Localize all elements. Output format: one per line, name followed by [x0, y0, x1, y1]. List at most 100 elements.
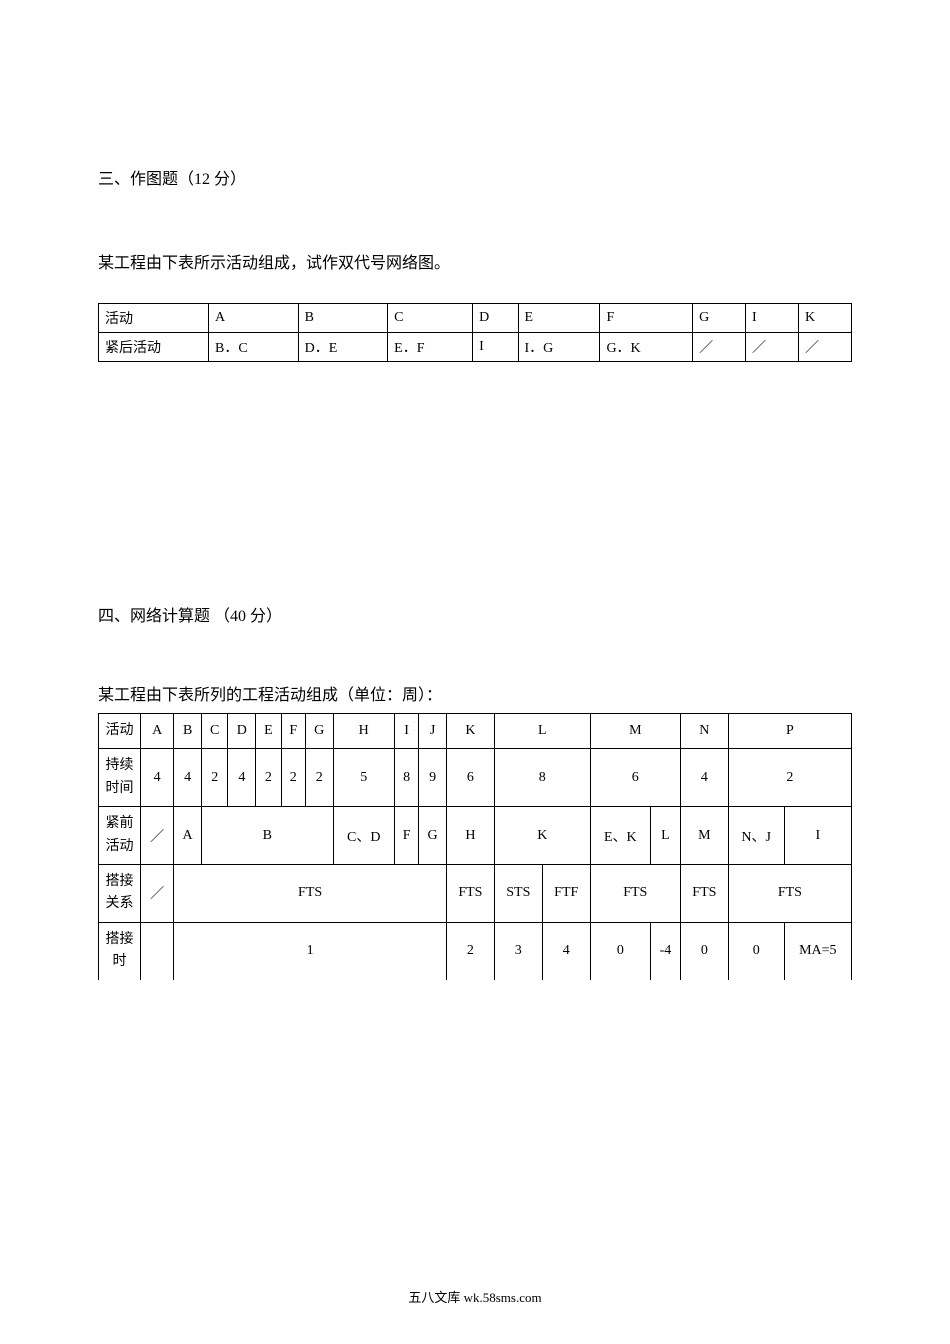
cell: I [394, 714, 418, 749]
cell: E、K [590, 807, 650, 865]
cell: H [446, 807, 494, 865]
cell: A [141, 714, 174, 749]
cell: K [798, 304, 851, 333]
cell: C [201, 714, 228, 749]
cell: 3 [494, 922, 542, 979]
activity-table-1: 活动 A B C D E F G I K 紧后活动 B．C D．E E．F I … [98, 303, 852, 362]
cell: F [600, 304, 693, 333]
cell: I．G [518, 333, 600, 362]
cell: 1 [174, 922, 447, 979]
cell: ／ [693, 333, 746, 362]
cell: A [174, 807, 202, 865]
cell [141, 922, 174, 979]
cell: H [333, 714, 394, 749]
cell: I [746, 304, 799, 333]
section4-title: 四、网络计算题 （40 分） [98, 602, 852, 626]
cell: 2 [728, 749, 851, 807]
cell: K [494, 807, 590, 865]
cell: D [473, 304, 518, 333]
cell: I [473, 333, 518, 362]
cell: 8 [394, 749, 418, 807]
cell: FTS [590, 864, 680, 922]
cell: B [298, 304, 388, 333]
table-row: 紧后活动 B．C D．E E．F I I．G G．K ／ ／ ／ [99, 333, 852, 362]
row-header: 搭接关系 [99, 864, 141, 922]
cell: FTF [542, 864, 590, 922]
cell: 2 [305, 749, 333, 807]
cell: 4 [141, 749, 174, 807]
cell: N、J [728, 807, 784, 865]
cell: ／ [746, 333, 799, 362]
cell: 2 [256, 749, 281, 807]
cell: ／ [798, 333, 851, 362]
cell: 6 [590, 749, 680, 807]
cell: D．E [298, 333, 388, 362]
cell: D [228, 714, 256, 749]
cell: 4 [228, 749, 256, 807]
cell: E．F [388, 333, 473, 362]
cell: M [680, 807, 728, 865]
cell: B [201, 807, 333, 865]
cell: F [394, 807, 418, 865]
cell: G [419, 807, 447, 865]
cell: 2 [281, 749, 305, 807]
table-row: 搭接关系 ／ FTS FTS STS FTF FTS FTS FTS [99, 864, 852, 922]
cell: 0 [590, 922, 650, 979]
cell: G [305, 714, 333, 749]
cell: B [174, 714, 202, 749]
cell: FTS [446, 864, 494, 922]
cell: 4 [542, 922, 590, 979]
cell: 2 [201, 749, 228, 807]
cell: E [256, 714, 281, 749]
cell: P [728, 714, 851, 749]
cell: B．C [209, 333, 299, 362]
row-header: 搭接时 [99, 922, 141, 979]
cell: K [446, 714, 494, 749]
cell: 0 [680, 922, 728, 979]
cell: I [784, 807, 851, 865]
table-row: 持续时间 4 4 2 4 2 2 2 5 8 9 6 8 6 4 2 [99, 749, 852, 807]
cell: J [419, 714, 447, 749]
table-row: 紧前活动 ／ A B C、D F G H K E、K L M N、J I [99, 807, 852, 865]
cell: 5 [333, 749, 394, 807]
cell: N [680, 714, 728, 749]
cell: 4 [680, 749, 728, 807]
row-header: 活动 [99, 304, 209, 333]
cell: FTS [174, 864, 447, 922]
cell: F [281, 714, 305, 749]
cell: ／ [141, 864, 174, 922]
cell: E [518, 304, 600, 333]
cell: C [388, 304, 473, 333]
row-header: 紧前活动 [99, 807, 141, 865]
cell: 0 [728, 922, 784, 979]
section3-subtitle: 某工程由下表所示活动组成，试作双代号网络图。 [98, 249, 852, 273]
cell: M [590, 714, 680, 749]
cell: L [494, 714, 590, 749]
cell: 6 [446, 749, 494, 807]
cell: C、D [333, 807, 394, 865]
cell: G [693, 304, 746, 333]
cell: G．K [600, 333, 693, 362]
cell: FTS [680, 864, 728, 922]
cell: MA=5 [784, 922, 851, 979]
activity-table-2: 活动 A B C D E F G H I J K L M N P 持续时间 4 … [98, 713, 852, 980]
cell: L [650, 807, 680, 865]
table-row: 搭接时 1 2 3 4 0 -4 0 0 MA=5 [99, 922, 852, 979]
cell: 4 [174, 749, 202, 807]
section4-subtitle: 某工程由下表所列的工程活动组成（单位：周）： [98, 681, 852, 705]
row-header: 紧后活动 [99, 333, 209, 362]
cell: -4 [650, 922, 680, 979]
cell: FTS [728, 864, 851, 922]
table-row: 活动 A B C D E F G I K [99, 304, 852, 333]
table-row: 活动 A B C D E F G H I J K L M N P [99, 714, 852, 749]
row-header: 活动 [99, 714, 141, 749]
cell: STS [494, 864, 542, 922]
cell: ／ [141, 807, 174, 865]
cell: 8 [494, 749, 590, 807]
page-footer: 五八文库 wk.58sms.com [0, 1287, 950, 1306]
cell: 2 [446, 922, 494, 979]
section3-title: 三、作图题（12 分） [98, 165, 852, 189]
row-header: 持续时间 [99, 749, 141, 807]
cell: 9 [419, 749, 447, 807]
cell: A [209, 304, 299, 333]
